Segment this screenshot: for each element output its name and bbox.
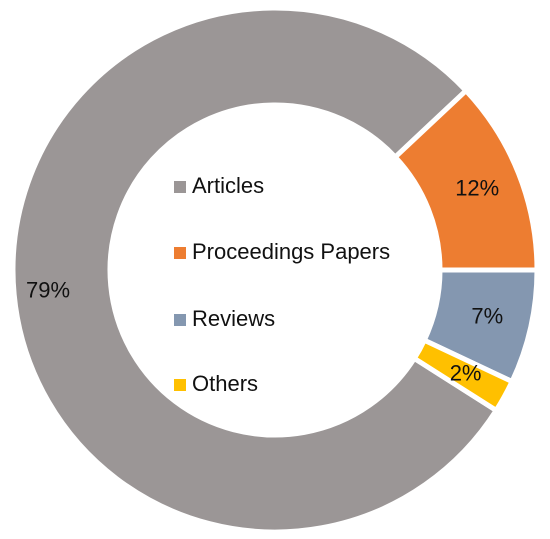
legend-label: Reviews: [192, 306, 275, 331]
legend-marker: [174, 379, 186, 391]
legend-marker: [174, 314, 186, 326]
legend-label: Others: [192, 371, 258, 396]
value-label: 7%: [471, 303, 503, 328]
legend-label: Proceedings Papers: [192, 239, 390, 264]
value-label: 12%: [455, 176, 499, 201]
legend-marker: [174, 247, 186, 259]
donut-slice: [10, 5, 500, 535]
donut-slice: [410, 336, 516, 414]
legend-marker: [174, 181, 186, 193]
value-label: 79%: [26, 277, 70, 302]
value-label: 2%: [450, 361, 482, 386]
legend-label: Articles: [192, 173, 264, 198]
